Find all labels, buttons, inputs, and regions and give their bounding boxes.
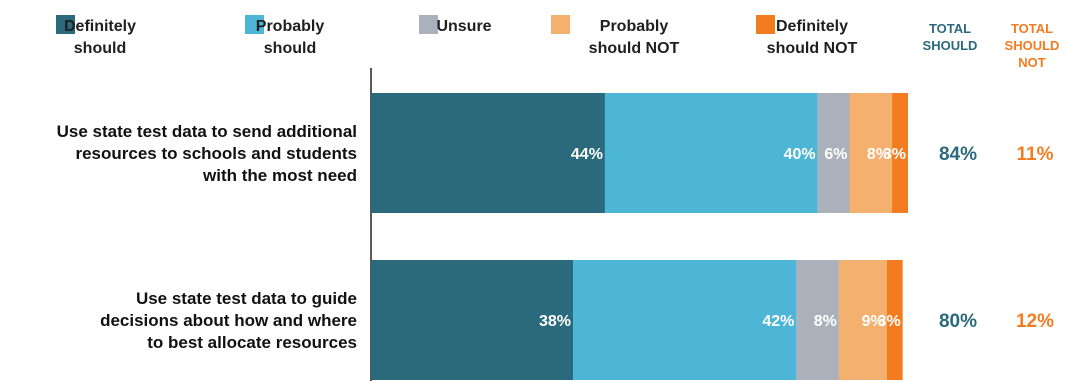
bar-segment-2-3 bbox=[796, 260, 839, 380]
data-label-1-2: 40% bbox=[784, 146, 816, 163]
legend-swatch-2 bbox=[245, 15, 264, 34]
legend-swatch-1 bbox=[56, 15, 75, 34]
legend-label-2-line-2: should bbox=[264, 40, 316, 57]
total-value-2-2: 12% bbox=[1016, 311, 1054, 332]
data-label-1-1: 44% bbox=[571, 146, 603, 163]
data-label-1-5: 3% bbox=[883, 146, 906, 163]
data-label-2-4: 9% bbox=[862, 313, 885, 330]
data-label-2-5: 3% bbox=[878, 313, 901, 330]
total-header-1-line-2: SHOULD bbox=[923, 38, 978, 53]
bar-segment-1-4 bbox=[849, 93, 893, 213]
legend-label-3-line-1: Unsure bbox=[436, 18, 491, 35]
total-value-2-1: 11% bbox=[1017, 144, 1054, 165]
legend-swatch-5 bbox=[756, 15, 775, 34]
legend-label-5-line-1: Definitely bbox=[776, 18, 848, 35]
legend-label-1-line-1: Definitely bbox=[64, 18, 136, 35]
category-label-2-line-1: Use state test data to guide bbox=[136, 289, 357, 308]
category-label-2-line-3: to best allocate resources bbox=[147, 333, 357, 352]
total-header-1-line-1: TOTAL bbox=[929, 21, 971, 36]
data-label-2-1: 38% bbox=[539, 313, 571, 330]
bar-segment-1-3 bbox=[817, 93, 850, 213]
total-header-2-line-1: TOTAL bbox=[1011, 21, 1053, 36]
bar-segment-1-2 bbox=[604, 93, 818, 213]
category-label-2-line-2: decisions about how and where bbox=[100, 311, 357, 330]
legend-label-4-line-2: should NOT bbox=[589, 40, 680, 57]
bar-segment-2-4 bbox=[838, 260, 887, 380]
bar-segment-1-5 bbox=[892, 93, 908, 213]
legend-label-5-line-2: should NOT bbox=[767, 40, 858, 57]
category-label-1-line-1: Use state test data to send additional bbox=[57, 122, 357, 141]
bar-segment-1-1 bbox=[371, 93, 605, 213]
total-header-2-line-2: SHOULD bbox=[1005, 38, 1060, 53]
data-label-2-3: 8% bbox=[814, 313, 837, 330]
total-value-1-1: 84% bbox=[939, 144, 977, 165]
bar-segment-2-1 bbox=[371, 260, 574, 380]
legend-label-4-line-1: Probably bbox=[600, 18, 669, 35]
bar-segment-2-5 bbox=[886, 260, 903, 380]
category-label-1-line-2: resources to schools and students bbox=[75, 144, 357, 163]
data-label-1-3: 6% bbox=[824, 146, 847, 163]
total-value-1-2: 80% bbox=[939, 311, 977, 332]
total-header-2-line-3: NOT bbox=[1018, 55, 1046, 70]
legend-label-2-line-1: Probably bbox=[256, 18, 325, 35]
data-label-2-2: 42% bbox=[762, 313, 794, 330]
category-label-1-line-3: with the most need bbox=[202, 166, 357, 185]
data-label-1-4: 8% bbox=[867, 146, 890, 163]
bar-segment-2-2 bbox=[573, 260, 797, 380]
legend-swatch-4 bbox=[551, 15, 570, 34]
legend-label-1-line-2: should bbox=[74, 40, 126, 57]
legend-swatch-3 bbox=[419, 15, 438, 34]
